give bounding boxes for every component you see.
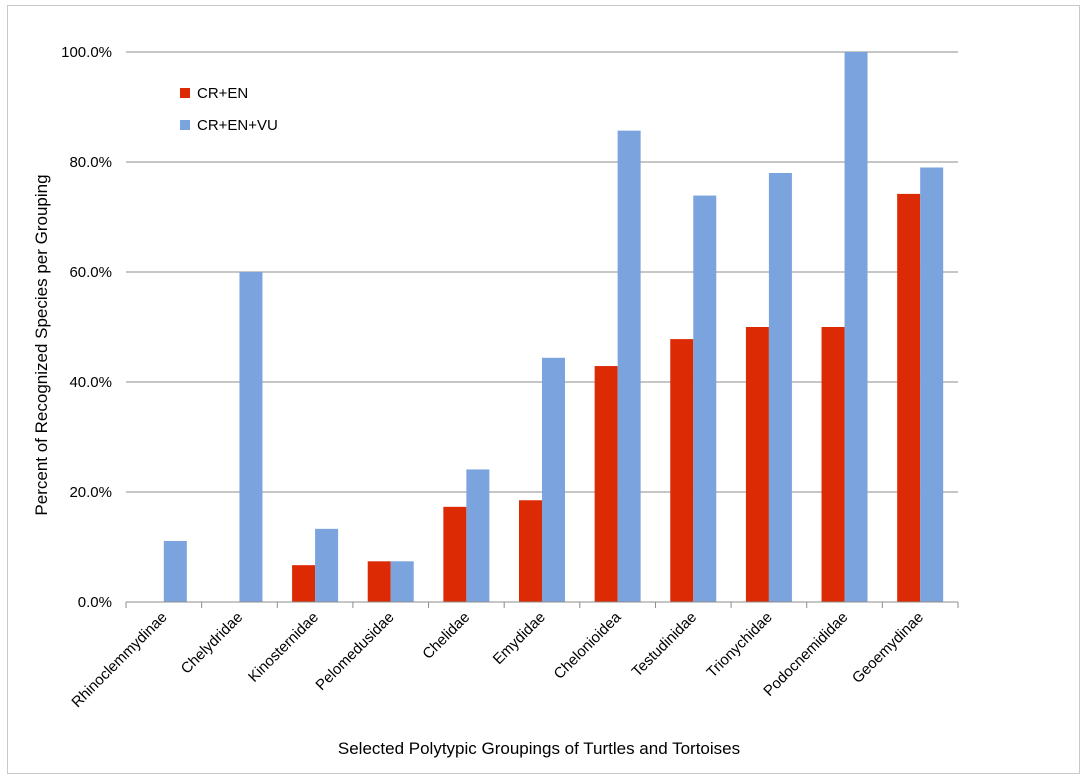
bar-cr-en-vu-trionychidae bbox=[768, 173, 792, 602]
bar-cr-en-vu-emydidae bbox=[542, 357, 565, 602]
legend: CR+EN CR+EN+VU bbox=[180, 85, 278, 134]
bar-cr-en-vu-podocnemididae bbox=[844, 52, 868, 602]
x-tick-label: Chelydridae bbox=[178, 609, 247, 678]
bar-cr-en-podocnemididae bbox=[821, 327, 845, 602]
legend-label-cr-en-vu: CR+EN+VU bbox=[197, 117, 278, 134]
x-tick-label: Chelidae bbox=[419, 609, 473, 663]
y-tick-label: 60.0% bbox=[69, 264, 112, 281]
legend-label-cr-en: CR+EN bbox=[197, 85, 248, 102]
x-tick-label: Testudinidae bbox=[629, 609, 701, 681]
bar-cr-en-vu-kinosternidae bbox=[315, 528, 339, 602]
y-tick-label: 80.0% bbox=[69, 154, 112, 171]
bar-cr-en-vu-chelydridae bbox=[239, 272, 263, 602]
bar-cr-en-vu-testudinidae bbox=[693, 195, 717, 603]
x-tick-label: Rhinoclemmydinae bbox=[68, 609, 170, 711]
bars bbox=[163, 52, 944, 603]
x-tick-marks bbox=[125, 602, 959, 608]
bar-cr-en-testudinidae bbox=[670, 339, 694, 602]
x-tick-labels: Rhinoclemmydinae ChelydridaeKinosternidae… bbox=[68, 608, 927, 711]
bar-cr-en-vu-chelonioidea bbox=[617, 130, 641, 602]
bar-cr-en-pelomedusidae bbox=[367, 561, 391, 602]
x-tick-label: Chelonioidea bbox=[551, 608, 625, 682]
x-tick-label: Geoemydinae bbox=[849, 609, 927, 687]
x-axis-title: Selected Polytypic Groupings of Turtles … bbox=[338, 739, 740, 758]
y-tick-label: 40.0% bbox=[69, 374, 112, 391]
x-tick-label: Trionychidae bbox=[703, 609, 775, 681]
y-axis-title: Percent of Recognized Species per Groupi… bbox=[32, 174, 51, 515]
bar-cr-en-vu-rhinoclemmydinae bbox=[163, 540, 187, 602]
legend-swatch-cr-en bbox=[180, 88, 190, 98]
bar-cr-en-emydidae bbox=[519, 500, 542, 602]
x-tick-label: Pelomedusidae bbox=[312, 609, 397, 694]
y-tick-label: 20.0% bbox=[69, 484, 112, 501]
bar-cr-en-kinosternidae bbox=[292, 565, 316, 602]
bar-cr-en-vu-pelomedusidae bbox=[390, 561, 414, 602]
y-tick-label: 0.0% bbox=[78, 594, 112, 611]
y-tick-labels: 0.0% 20.0% 40.0% 60.0% 80.0% 100.0% bbox=[61, 44, 112, 611]
bar-cr-en-chelonioidea bbox=[594, 366, 618, 602]
x-tick-label: Kinosternidae bbox=[245, 609, 322, 686]
bar-cr-en-vu-chelidae bbox=[466, 469, 490, 602]
legend-swatch-cr-en-vu bbox=[180, 120, 190, 130]
y-tick-label: 100.0% bbox=[61, 44, 112, 61]
bar-cr-en-geoemydinae bbox=[897, 193, 921, 602]
bar-cr-en-vu-geoemydinae bbox=[920, 167, 944, 602]
x-tick-label: Emydidae bbox=[490, 609, 549, 668]
bar-cr-en-chelidae bbox=[443, 506, 467, 602]
bar-cr-en-trionychidae bbox=[745, 327, 769, 602]
